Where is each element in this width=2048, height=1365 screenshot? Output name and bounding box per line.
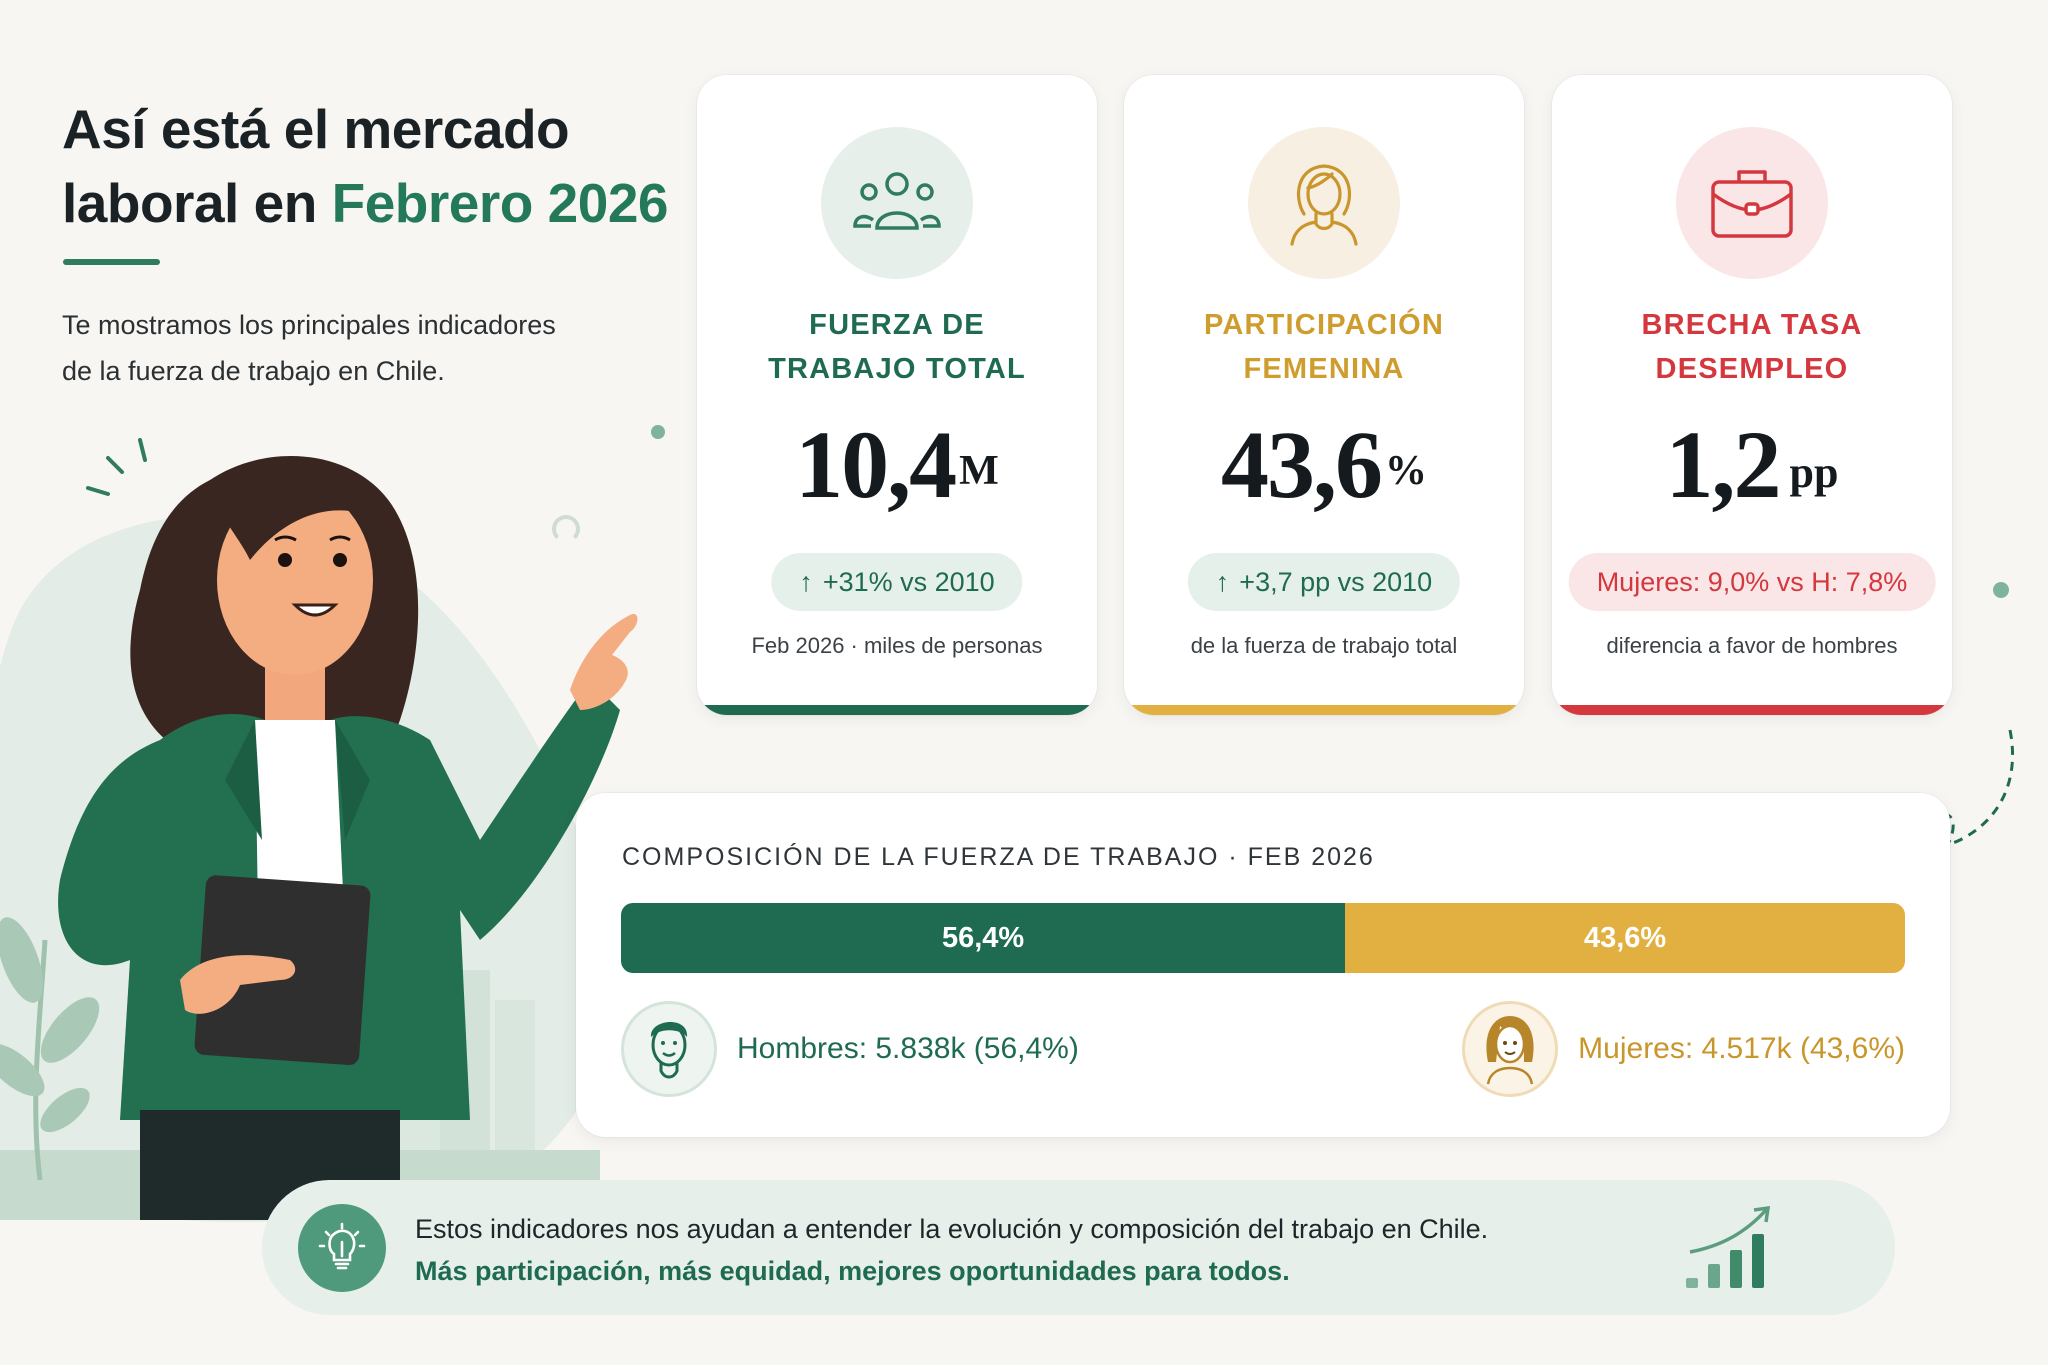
- card-note: Feb 2026 · miles de personas: [751, 633, 1043, 658]
- decorative-dot: [651, 425, 665, 439]
- card-label-line-1: PARTICIPACIÓN: [1203, 309, 1445, 341]
- bar-segment-men: 56,4%: [621, 903, 1346, 973]
- title-date-accent: Febrero 2026: [331, 172, 669, 234]
- card-female-participation: PARTICIPACIÓN FEMENINA 43,6% ↑ +3,7 pp v…: [1124, 75, 1524, 715]
- subtitle-line-1: Te mostramos los principales indicadores: [62, 310, 556, 340]
- composition-panel: COMPOSICIÓN DE LA FUERZA DE TRABAJO · FE…: [576, 793, 1950, 1137]
- woman-face-icon: [1486, 1016, 1534, 1085]
- card-value-number: 10,4: [795, 411, 957, 518]
- legend-men-text: Hombres: 5.838k (56,4%): [737, 1032, 1079, 1065]
- footer-text-tagline: Más participación, más equidad, mejores …: [415, 1256, 1290, 1286]
- card-label-line-1: FUERZA DE: [809, 309, 985, 341]
- card-value-number: 1,2: [1665, 411, 1782, 518]
- growth-chart-icon: [1686, 1205, 1771, 1288]
- icon-badge: [1676, 127, 1828, 279]
- subtitle-line-2: de la fuerza de trabajo en Chile.: [62, 356, 445, 386]
- change-badge: ↑ +3,7 pp vs 2010: [1187, 553, 1461, 611]
- change-badge-text: +3,7 pp vs 2010: [1239, 566, 1433, 597]
- card-value: 1,2 pp: [1552, 415, 1952, 533]
- icon-badge: [1248, 127, 1400, 279]
- title-line-1: Así está el mercado: [62, 98, 570, 160]
- avatar-woman: [1462, 1001, 1559, 1097]
- card-accent-bar: [1552, 705, 1952, 715]
- icon-badge: [821, 127, 973, 279]
- composition-stacked-bar: 56,4% 43,6%: [621, 903, 1905, 973]
- card-unemployment-gap: BRECHA TASA DESEMPLEO 1,2 pp Mujeres: 9,0…: [1552, 75, 1952, 715]
- decorative-dot: [1993, 582, 2009, 598]
- card-note: de la fuerza de trabajo total: [1190, 633, 1458, 658]
- card-value-unit: pp: [1789, 448, 1839, 497]
- footer-text-primary: Estos indicadores nos ayudan a entender …: [415, 1214, 1489, 1244]
- change-badge: ↑ +31% vs 2010: [771, 553, 1023, 611]
- card-label: FUERZA DE TRABAJO TOTAL: [697, 303, 1097, 391]
- arrow-up-icon: ↑: [1215, 566, 1230, 597]
- page-subtitle: Te mostramos los principales indicadores…: [62, 302, 622, 394]
- card-note: diferencia a favor de hombres: [1606, 633, 1898, 658]
- composition-title: COMPOSICIÓN DE LA FUERZA DE TRABAJO · FE…: [622, 843, 1375, 871]
- card-label-line-2: FEMENINA: [1243, 353, 1405, 385]
- title-line-2-prefix: laboral en: [62, 172, 332, 234]
- comparison-badge-text: Mujeres: 9,0% vs H: 7,8%: [1596, 566, 1908, 597]
- legend-women: Mujeres: 4.517k (43,6%): [1462, 1001, 1905, 1097]
- card-label-line-2: TRABAJO TOTAL: [768, 353, 1026, 385]
- briefcase-icon: [1711, 170, 1793, 238]
- comparison-badge: Mujeres: 9,0% vs H: 7,8%: [1568, 553, 1936, 611]
- presenter-woman-illustration: [58, 438, 638, 1220]
- man-face-icon: [650, 1021, 688, 1079]
- card-labor-force-total: FUERZA DE TRABAJO TOTAL 10,4M ↑ +31% vs …: [697, 75, 1097, 715]
- page-title: Así está el mercado laboral en Febrero 2…: [62, 92, 702, 240]
- card-value-unit: M: [959, 448, 999, 494]
- card-value-unit: %: [1385, 448, 1427, 494]
- change-badge-text: +31% vs 2010: [822, 566, 995, 597]
- card-label: PARTICIPACIÓN FEMENINA: [1124, 303, 1524, 391]
- footer-banner: Estos indicadores nos ayudan a entender …: [262, 1180, 1895, 1315]
- lightbulb-icon: [318, 1222, 366, 1270]
- card-value: 43,6%: [1124, 415, 1524, 515]
- card-accent-bar: [1124, 705, 1524, 715]
- card-label: BRECHA TASA DESEMPLEO: [1552, 303, 1952, 391]
- card-value-number: 43,6: [1221, 411, 1383, 518]
- avatar-man: [621, 1001, 717, 1097]
- card-accent-bar: [697, 705, 1097, 715]
- card-label-line-1: BRECHA TASA: [1641, 309, 1863, 341]
- people-group-icon: [853, 172, 941, 230]
- legend-women-text: Mujeres: 4.517k (43,6%): [1578, 1032, 1905, 1065]
- bar-segment-women: 43,6%: [1345, 903, 1905, 973]
- legend-men: Hombres: 5.838k (56,4%): [621, 1001, 1079, 1097]
- card-value: 10,4M: [697, 415, 1097, 515]
- woman-icon: [1290, 164, 1358, 246]
- lightbulb-badge: [298, 1204, 386, 1292]
- arrow-up-icon: ↑: [799, 566, 813, 597]
- card-label-line-2: DESEMPLEO: [1655, 353, 1849, 385]
- title-underline: [63, 259, 160, 265]
- decorative-ring: [552, 515, 580, 543]
